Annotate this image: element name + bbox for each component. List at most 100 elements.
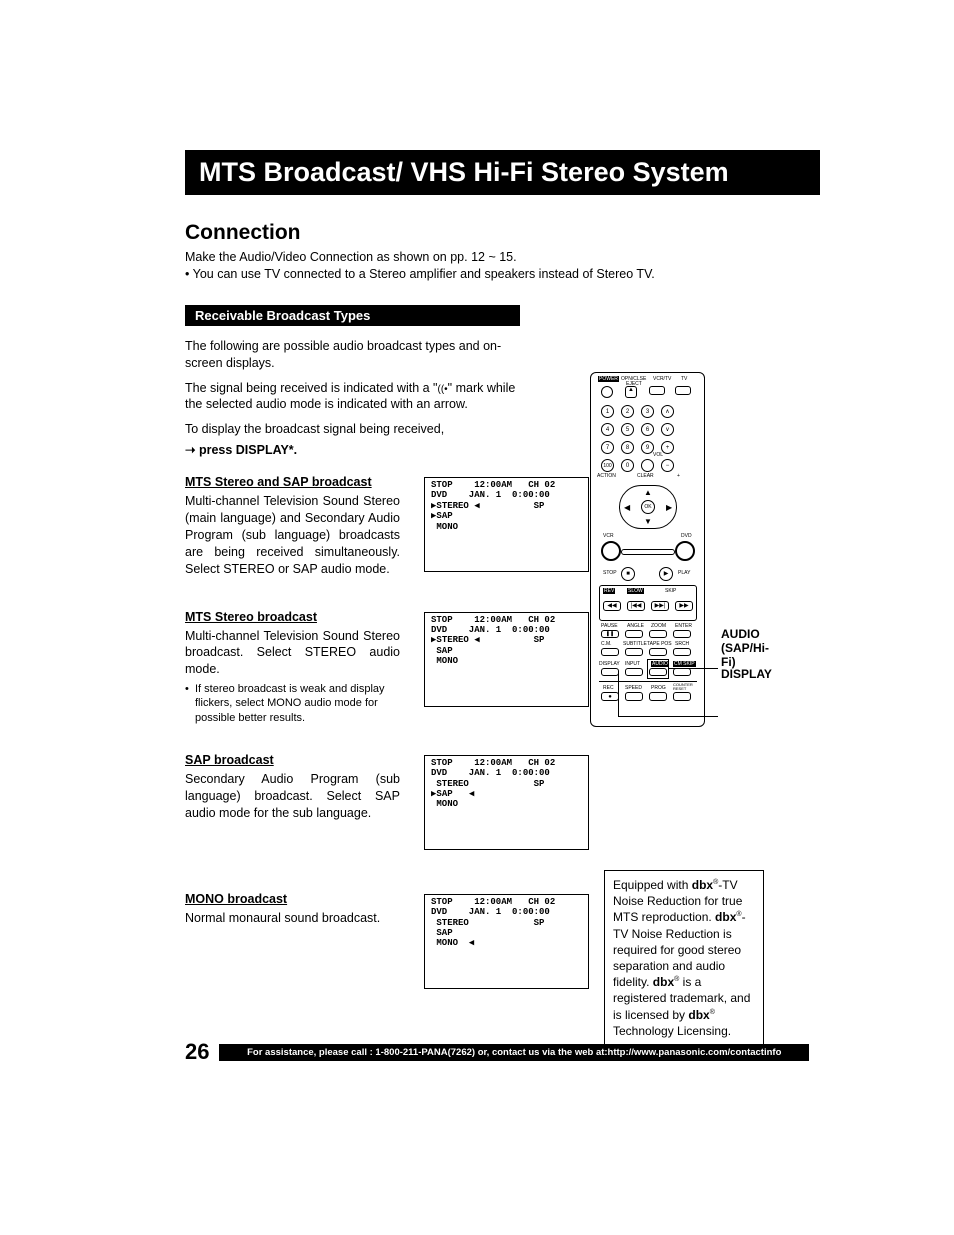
dbx-icon-2: dbx	[715, 910, 736, 924]
lead-display-v	[618, 671, 619, 716]
dpad-down-icon: ▼	[644, 517, 652, 526]
footer: 26 For assistance, please call : 1-800-2…	[185, 1039, 809, 1065]
btn-8: 8	[621, 441, 634, 454]
dbx-icon-3: dbx	[653, 975, 674, 989]
osd-sap: STOP 12:00AM CH 02 DVD JAN. 1 0:00:00 ST…	[424, 755, 589, 850]
intro-p2a: The signal being received is indicated w…	[185, 381, 438, 395]
assist-bar: For assistance, please call : 1-800-211-…	[219, 1044, 809, 1061]
btn-rec: ●	[601, 692, 619, 701]
btn-5: 5	[621, 423, 634, 436]
label-audio-sub: (SAP/Hi-Fi)	[721, 641, 769, 669]
btn-next: ▶▶|	[651, 601, 669, 611]
lbl-power: POWER	[598, 376, 619, 382]
btn-ok: OK	[641, 500, 655, 514]
lbl-menu: +	[677, 473, 680, 479]
btn-zoom	[649, 630, 667, 638]
btn-cmskip	[673, 668, 691, 676]
press-display: press DISPLAY*.	[185, 442, 525, 457]
page-number: 26	[185, 1039, 209, 1065]
btn-speed	[625, 692, 643, 701]
info-l1: Equipped with	[613, 878, 692, 892]
lbl-dvd: DVD	[681, 533, 692, 539]
osd-mono: STOP 12:00AM CH 02 DVD JAN. 1 0:00:00 ST…	[424, 894, 589, 989]
connection-l1: Make the Audio/Video Connection as shown…	[185, 249, 809, 266]
btn-2: 2	[621, 405, 634, 418]
osd-mts-sap: STOP 12:00AM CH 02 DVD JAN. 1 0:00:00 ▶S…	[424, 477, 589, 572]
lbl-reset: COUNTERRESET	[673, 683, 693, 691]
lbl-stop: STOP	[603, 570, 617, 576]
lbl-display: DISPLAY	[599, 661, 620, 667]
btn-ff: ▶▶	[675, 601, 693, 611]
osd-mts: STOP 12:00AM CH 02 DVD JAN. 1 0:00:00 ▶S…	[424, 612, 589, 707]
btn-4: 4	[601, 423, 614, 436]
vcr-dvd-link	[621, 549, 675, 555]
btn-0: 0	[621, 459, 634, 472]
lbl-rec: REC	[603, 685, 614, 691]
dpad-right-icon: ▶	[666, 503, 672, 512]
info-l5: Technology Licensing.	[613, 1024, 731, 1038]
info-box: Equipped with dbx®-TV Noise Reduction fo…	[604, 870, 764, 1046]
group-title-mts: MTS Stereo broadcast	[185, 610, 400, 624]
intro-p3: To display the broadcast signal being re…	[185, 421, 525, 438]
lbl-play: PLAY	[678, 570, 690, 576]
connection-l2: • You can use TV connected to a Stereo a…	[185, 266, 809, 283]
lbl-input: INPUT	[625, 661, 640, 667]
btn-prog	[649, 692, 667, 701]
lbl-trans3: SKIP	[665, 588, 676, 594]
btn-vcr	[601, 541, 621, 561]
btn-play: ▶	[659, 567, 673, 581]
dbx-icon-4: dbx	[688, 1008, 709, 1022]
lbl-speed: SPEED	[625, 685, 642, 691]
btn-1: 1	[601, 405, 614, 418]
lbl-enter: ENTER	[675, 623, 692, 629]
lbl-vcrtv: VCR/TV	[653, 376, 671, 382]
btn-clear	[641, 459, 654, 472]
lbl-cm: C.M.	[601, 641, 612, 647]
lead-display-h	[618, 716, 718, 717]
remote-diagram: POWER OPN/CLSE EJECT VCR/TV TV ▲ 1 2 3 ∧…	[590, 372, 705, 727]
label-display: DISPLAY	[721, 667, 772, 681]
label-audio: AUDIO	[721, 627, 760, 641]
btn-stop: ■	[621, 567, 635, 581]
dpad-up-icon: ▲	[644, 488, 652, 497]
lbl-zoom: ZOOM	[651, 623, 666, 629]
group-desc-mono: Normal monaural sound broadcast.	[185, 910, 400, 927]
btn-angle	[625, 630, 643, 638]
lbl-pause: PAUSE	[601, 623, 618, 629]
group-title-sap: SAP broadcast	[185, 753, 400, 767]
btn-tapepos	[649, 648, 667, 656]
btn-subtitle	[625, 648, 643, 656]
lbl-srch: SRCH	[675, 641, 689, 647]
lbl-action: ACTION	[597, 473, 616, 479]
lbl-audio: AUDIO	[651, 661, 669, 667]
btn-rew: ◀◀	[603, 601, 621, 611]
lbl-trans2: SLOW	[627, 588, 644, 594]
group-title-mono: MONO broadcast	[185, 892, 400, 906]
btn-chdn: ∨	[661, 423, 674, 436]
antenna-icon: ((•	[438, 384, 448, 395]
btn-open: ▲	[625, 386, 637, 398]
intro-p1: The following are possible audio broadca…	[185, 338, 525, 372]
btn-vcrtv	[649, 386, 665, 395]
dbx-icon: dbx	[692, 878, 713, 892]
lbl-tv: TV	[681, 376, 687, 382]
btn-prev: |◀◀	[627, 601, 645, 611]
btn-pause: ❚❚	[601, 630, 619, 638]
btn-tv	[675, 386, 691, 395]
btn-voldn: −	[661, 459, 674, 472]
group-desc-mts: Multi-channel Television Sound Stereo br…	[185, 628, 400, 679]
group-title-mts-sap: MTS Stereo and SAP broadcast	[185, 475, 400, 489]
btn-chup: ∧	[661, 405, 674, 418]
lbl-cmskip: CM SKIP	[673, 661, 696, 667]
btn-7: 7	[601, 441, 614, 454]
lbl-adddlt: VOL	[653, 452, 663, 458]
group-desc-sap: Secondary Audio Program (sub language) b…	[185, 771, 400, 822]
lbl-angle: ANGLE	[627, 623, 644, 629]
lead-audio	[668, 668, 718, 669]
group-note-mts: If stereo broadcast is weak and display …	[185, 682, 400, 725]
btn-3: 3	[641, 405, 654, 418]
lbl-subtitle: SUBTITLE	[623, 641, 647, 647]
btn-power	[601, 386, 613, 398]
btn-audio	[649, 668, 667, 676]
section-title: Connection	[185, 221, 809, 245]
